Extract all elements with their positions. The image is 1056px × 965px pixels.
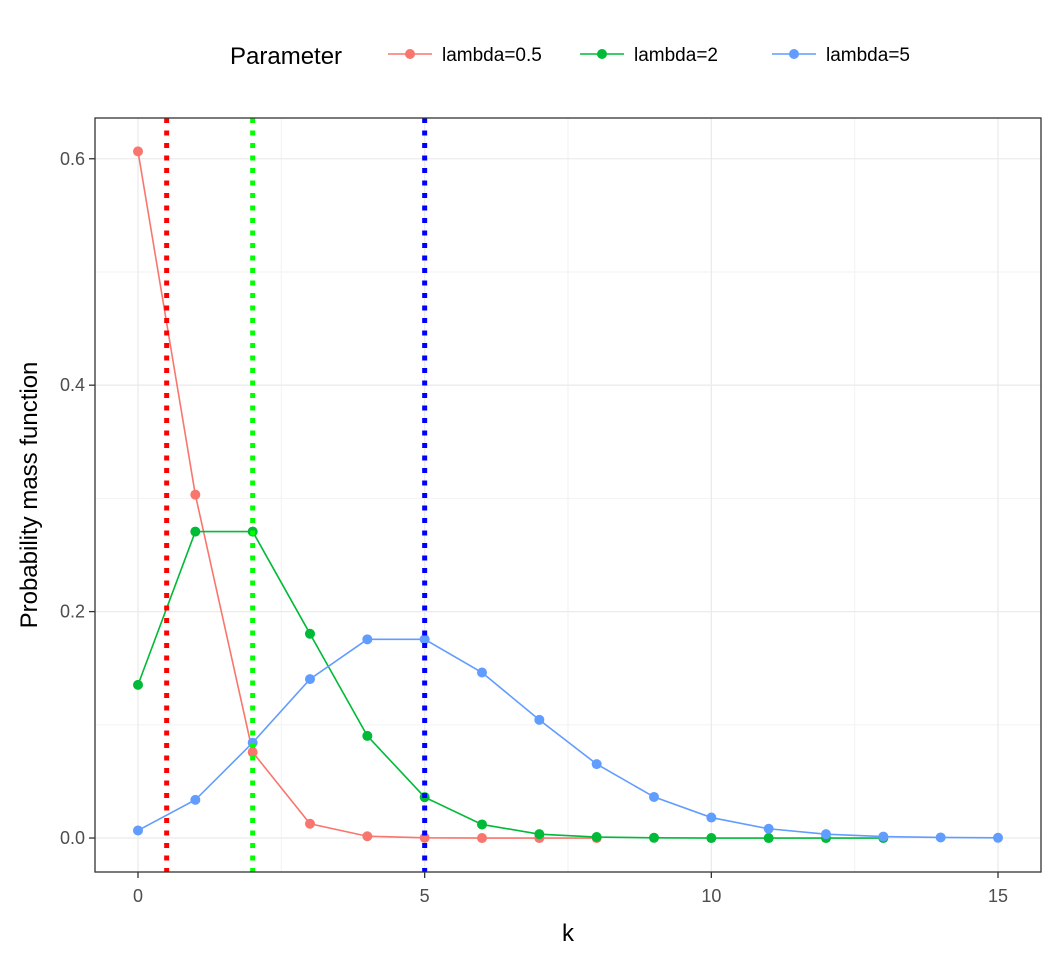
plot-panel (94, 117, 1042, 873)
data-point (878, 831, 889, 842)
data-point (133, 146, 143, 157)
data-point (591, 759, 602, 770)
series-layer (133, 146, 1003, 844)
data-point (190, 526, 201, 537)
legend-key-point (597, 49, 607, 59)
y-axis: 0.0 0.2 0.4 0.6 (60, 149, 95, 848)
data-point (305, 628, 315, 639)
data-point (477, 667, 487, 678)
data-point (763, 823, 774, 834)
y-tick-label: 0.0 (60, 828, 85, 848)
legend-item: lambda=2 (580, 45, 718, 66)
x-axis-label: k (562, 920, 575, 947)
data-point (591, 832, 602, 843)
data-point (305, 674, 315, 685)
legend-label: lambda=0.5 (442, 45, 542, 66)
reference-lines (164, 118, 428, 872)
data-point (821, 829, 831, 840)
series-lambda-5 (133, 634, 1003, 843)
y-tick-label: 0.2 (60, 602, 85, 622)
legend-label: lambda=2 (634, 45, 718, 66)
legend-label: lambda=5 (826, 45, 910, 66)
data-point (362, 634, 373, 645)
data-point (133, 679, 143, 690)
x-tick-label: 0 (133, 886, 143, 906)
data-point (362, 730, 373, 741)
y-tick-label: 0.4 (60, 375, 85, 395)
legend-key-point (405, 49, 415, 59)
data-point (190, 489, 201, 500)
x-axis: 0 5 10 15 (133, 872, 1008, 906)
series-line (137, 638, 999, 839)
legend-item: lambda=5 (772, 45, 910, 66)
legend-title: Parameter (230, 43, 342, 70)
data-point (706, 833, 717, 844)
data-point (190, 794, 201, 805)
x-tick-label: 15 (988, 886, 1008, 906)
data-point (247, 747, 258, 758)
data-point (993, 832, 1003, 843)
legend-items: lambda=0.5 lambda=2 lambda=5 (388, 45, 910, 66)
x-tick-label: 10 (701, 886, 721, 906)
x-tick-label: 5 (420, 886, 430, 906)
y-axis-label: Probability mass function (16, 362, 43, 629)
data-point (477, 833, 487, 844)
legend-item: lambda=0.5 (388, 45, 542, 66)
series-line (137, 530, 884, 839)
data-point (305, 818, 315, 829)
data-point (419, 634, 430, 645)
data-point (706, 812, 717, 823)
data-point (649, 791, 659, 802)
panel-border (94, 117, 1042, 873)
data-point (133, 825, 143, 836)
legend: Parameter lambda=0.5 lambda=2 lambda=5 (230, 43, 910, 70)
data-point (649, 832, 659, 843)
legend-key-point (789, 49, 799, 59)
data-point (763, 833, 774, 844)
data-point (534, 829, 545, 840)
y-tick-label: 0.6 (60, 149, 85, 169)
data-point (362, 831, 373, 842)
data-point (477, 819, 487, 830)
data-point (534, 714, 545, 725)
data-point (935, 832, 946, 843)
